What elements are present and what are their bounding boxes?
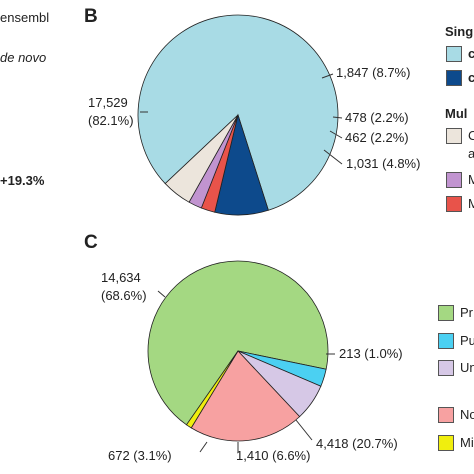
panel-b-letter: B xyxy=(84,6,98,27)
pie-c-leader-4 xyxy=(295,419,313,441)
pie-b-leader-2 xyxy=(321,73,334,79)
pie-b-leader-5 xyxy=(323,149,343,165)
legend-b-label-5: M xyxy=(468,196,474,211)
legend-b-label-1: c xyxy=(468,46,474,61)
pie-c-slice-5 xyxy=(185,350,239,429)
legend-b-swatch-dark-blue xyxy=(446,70,462,86)
legend-c-swatch-lavender xyxy=(438,360,454,376)
pie-b-leader-3 xyxy=(332,116,343,119)
legend-c-swatch-green xyxy=(438,305,454,321)
pie-c-leader-2 xyxy=(199,441,208,453)
pie-c-label-1: 14,634 xyxy=(101,270,141,285)
legend-b-label-4: M xyxy=(468,172,474,187)
legend-b-title-multi: Mul xyxy=(445,106,468,121)
pie-b-label-5: 1,031 (4.8%) xyxy=(346,156,420,171)
pie-b-label-1: 17,529 xyxy=(88,95,128,110)
left-text-percent: +19.3% xyxy=(0,173,45,188)
legend-c-label-4: No xyxy=(460,407,474,422)
pie-b-slice-5 xyxy=(164,114,239,203)
pie-b-label-2: 1,847 (8.7%) xyxy=(336,65,410,80)
pie-b-label-4: 462 (2.2%) xyxy=(345,130,409,145)
legend-b-swatch-beige xyxy=(446,128,462,144)
legend-b-swatch-light-blue xyxy=(446,46,462,62)
pie-b-label-1-pct: (82.1%) xyxy=(88,113,134,128)
pie-c-label-4: 4,418 (20.7%) xyxy=(316,436,398,451)
pie-chart-b: 17,529 (82.1%) 1,847 (8.7%) 478 (2.2%) 462 (… xyxy=(88,14,420,216)
pie-c-slice-1 xyxy=(147,260,329,426)
left-text-ensembl: ensembl xyxy=(0,10,50,25)
pie-b-label-3: 478 (2.2%) xyxy=(345,110,409,125)
legend-c-label-5: Mi xyxy=(460,435,474,450)
legend-b-title-single: Sing xyxy=(445,24,474,39)
left-text-de-novo: de novo xyxy=(0,50,47,65)
panel-c-letter: C xyxy=(84,232,98,253)
legend-b-label-2: c xyxy=(468,70,474,85)
legend-c-swatch-cyan xyxy=(438,333,454,349)
legend-c-label-1: Pr xyxy=(460,305,473,320)
pie-c-leader-1 xyxy=(157,290,166,298)
legend-b-swatch-red xyxy=(446,196,462,212)
pie-b-leader-4 xyxy=(329,130,343,139)
legend-c-swatch-pink xyxy=(438,407,454,423)
pie-c-label-2: 672 (3.1%) xyxy=(108,448,172,463)
legend-c-label-2: Pu xyxy=(460,333,474,348)
pie-c-slice-4 xyxy=(190,350,301,442)
legend-c-label-3: Un xyxy=(460,360,474,375)
legend-c-swatch-yellow xyxy=(438,435,454,451)
pie-c-label-5: 213 (1.0%) xyxy=(339,346,403,361)
legend-b-label-3b: a xyxy=(468,146,474,161)
pie-chart-c: 14,634 (68.6%) 672 (3.1%) 1,410 (6.6%) 4,418… xyxy=(101,260,403,463)
pie-c-label-3: 1,410 (6.6%) xyxy=(236,448,310,463)
legend-b-label-3: C xyxy=(468,128,474,143)
pie-b-slice-1 xyxy=(137,14,339,211)
legend-b-swatch-purple xyxy=(446,172,462,188)
pie-c-label-1-pct: (68.6%) xyxy=(101,288,147,303)
